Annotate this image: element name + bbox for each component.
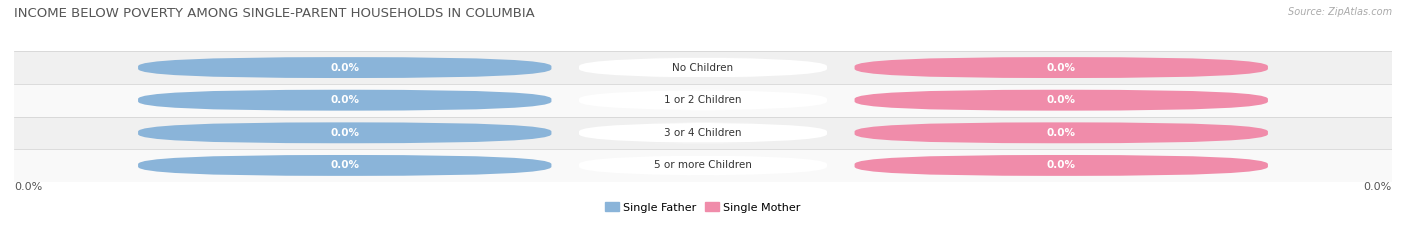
FancyBboxPatch shape [579, 122, 827, 143]
Text: 0.0%: 0.0% [1046, 95, 1076, 105]
Text: 0.0%: 0.0% [1364, 182, 1392, 192]
FancyBboxPatch shape [138, 57, 551, 78]
Text: INCOME BELOW POVERTY AMONG SINGLE-PARENT HOUSEHOLDS IN COLUMBIA: INCOME BELOW POVERTY AMONG SINGLE-PARENT… [14, 7, 534, 20]
Bar [14, 149, 1392, 182]
FancyBboxPatch shape [138, 155, 551, 176]
Bar [14, 84, 1392, 116]
Text: 0.0%: 0.0% [14, 182, 42, 192]
Text: 0.0%: 0.0% [1046, 161, 1076, 170]
Bar [14, 51, 1392, 84]
FancyBboxPatch shape [579, 57, 827, 78]
FancyBboxPatch shape [855, 155, 1268, 176]
Text: Source: ZipAtlas.com: Source: ZipAtlas.com [1288, 7, 1392, 17]
Text: 0.0%: 0.0% [330, 63, 360, 72]
Legend: Single Father, Single Mother: Single Father, Single Mother [600, 198, 806, 217]
FancyBboxPatch shape [138, 90, 551, 111]
Text: 0.0%: 0.0% [330, 128, 360, 138]
Text: 0.0%: 0.0% [1046, 128, 1076, 138]
FancyBboxPatch shape [855, 122, 1268, 143]
Text: 0.0%: 0.0% [330, 95, 360, 105]
Text: 0.0%: 0.0% [1046, 63, 1076, 72]
Text: 0.0%: 0.0% [330, 161, 360, 170]
Text: 3 or 4 Children: 3 or 4 Children [664, 128, 742, 138]
Text: No Children: No Children [672, 63, 734, 72]
FancyBboxPatch shape [855, 57, 1268, 78]
FancyBboxPatch shape [138, 122, 551, 143]
Text: 1 or 2 Children: 1 or 2 Children [664, 95, 742, 105]
FancyBboxPatch shape [579, 155, 827, 176]
FancyBboxPatch shape [855, 90, 1268, 111]
Text: 5 or more Children: 5 or more Children [654, 161, 752, 170]
FancyBboxPatch shape [579, 90, 827, 111]
Bar [14, 116, 1392, 149]
